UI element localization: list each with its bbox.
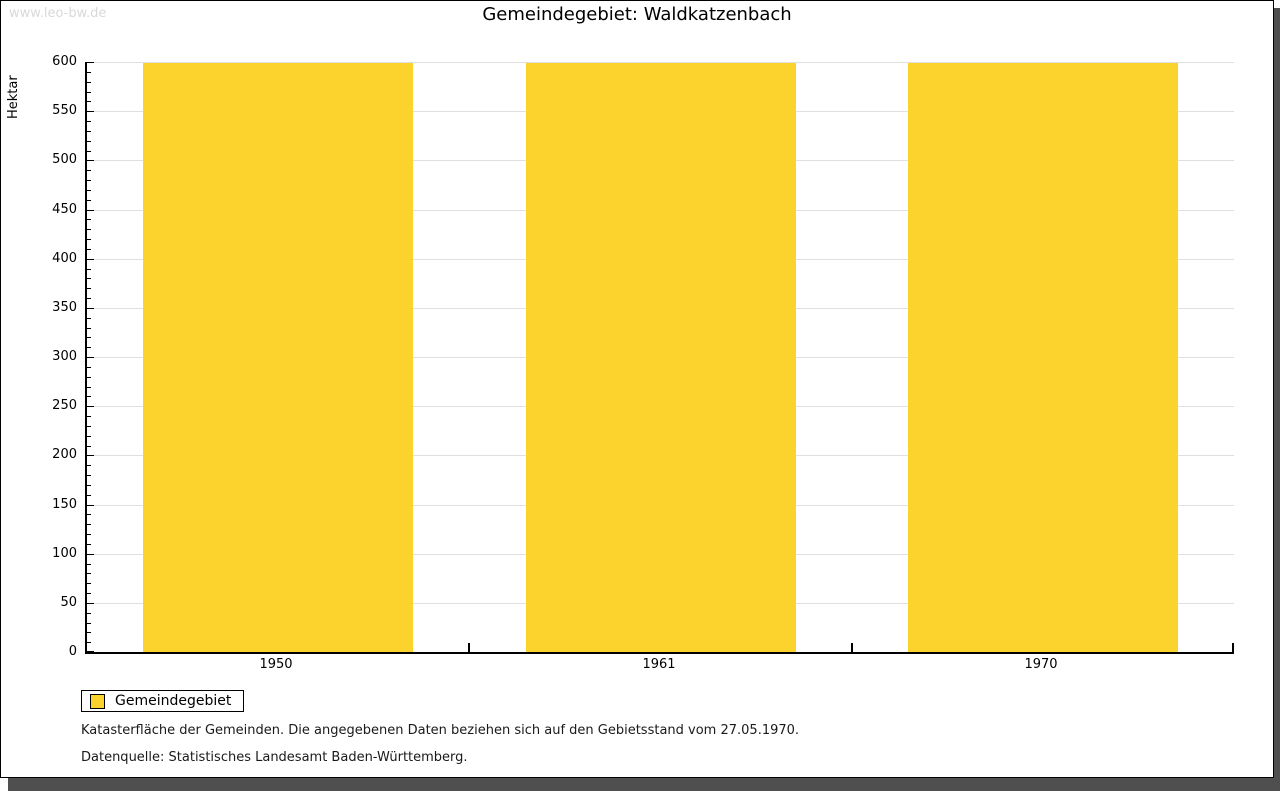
legend-label: Gemeindegebiet (115, 693, 232, 709)
y-axis-minor-tick (87, 130, 91, 132)
y-axis-minor-tick (87, 150, 91, 152)
y-axis-tick-label: 400 (52, 250, 77, 266)
y-axis-minor-tick (87, 337, 91, 339)
y-axis-minor-tick (87, 632, 91, 634)
y-axis-minor-tick (87, 140, 91, 142)
y-axis-major-tick (87, 62, 94, 63)
y-axis-minor-tick (87, 180, 91, 181)
y-axis-major-tick (87, 406, 94, 408)
y-axis-minor-tick (87, 524, 91, 526)
panel-shadow-bottom (8, 778, 1274, 791)
y-axis-tick-label: 600 (52, 54, 77, 69)
y-axis-minor-tick (87, 327, 91, 329)
y-axis-tick-label: 550 (52, 103, 77, 119)
y-axis-major-tick (87, 504, 94, 506)
y-axis-major-tick (87, 455, 94, 457)
y-axis-minor-tick (87, 81, 91, 83)
y-axis-minor-tick (87, 583, 91, 585)
y-axis-minor-tick (87, 317, 91, 319)
y-axis-minor-tick (87, 219, 91, 221)
y-axis-major-tick (87, 651, 94, 652)
gridline (87, 62, 1234, 63)
y-axis-minor-tick (87, 229, 91, 231)
y-axis-minor-tick (87, 612, 91, 614)
y-axis-minor-tick (87, 425, 91, 427)
y-axis-major-tick (87, 111, 94, 113)
y-axis-major-tick (87, 160, 94, 162)
y-axis-minor-tick (87, 543, 91, 545)
y-axis-minor-tick (87, 248, 91, 250)
chart-panel: www.leo-bw.de Gemeindegebiet: Waldkatzen… (0, 0, 1274, 778)
y-axis-tick-label: 150 (52, 496, 77, 512)
y-axis-minor-tick (87, 534, 91, 535)
y-axis-minor-tick (87, 376, 91, 378)
y-axis-minor-tick (87, 288, 91, 290)
y-axis-tick-label: 450 (52, 201, 77, 217)
y-axis-minor-tick (87, 622, 91, 624)
y-axis-minor-tick (87, 475, 91, 476)
y-axis-minor-tick (87, 170, 91, 172)
y-axis-minor-tick (87, 121, 91, 122)
y-axis-minor-tick (87, 514, 91, 516)
y-axis-minor-tick (87, 484, 91, 486)
x-axis-tick-label: 1961 (642, 657, 676, 672)
y-axis-tick-label: 250 (52, 398, 77, 414)
y-axis-minor-tick (87, 366, 91, 368)
y-axis-minor-tick (87, 642, 91, 644)
x-axis-tick-label: 1950 (259, 657, 293, 672)
bar (526, 63, 796, 652)
y-axis-minor-tick (87, 298, 91, 299)
x-axis-tick-label: 1970 (1024, 657, 1058, 672)
y-axis-major-tick (87, 307, 94, 309)
y-axis-minor-tick (87, 239, 91, 240)
y-axis-major-tick (87, 258, 94, 260)
bar (143, 63, 413, 652)
y-axis-minor-tick (87, 573, 91, 575)
y-axis-tick-label: 0 (68, 644, 77, 659)
y-axis-tick-label: 300 (52, 349, 77, 364)
chart-title: Gemeindegebiet: Waldkatzenbach (482, 4, 792, 25)
y-axis-minor-tick (87, 101, 91, 103)
legend-box: Gemeindegebiet (81, 690, 245, 712)
y-axis-tick-label: 50 (60, 594, 77, 610)
y-axis-minor-tick (87, 199, 91, 201)
y-axis-minor-tick (87, 71, 91, 73)
x-axis-tick (1232, 643, 1234, 652)
y-axis-minor-tick (87, 386, 91, 388)
y-axis-minor-tick (87, 445, 91, 447)
y-axis-minor-tick (87, 347, 91, 349)
y-axis-minor-tick (87, 396, 91, 398)
y-axis-minor-tick (87, 593, 91, 594)
y-axis-minor-tick (87, 435, 91, 437)
y-axis-major-tick (87, 209, 94, 211)
y-axis-tick-label: 500 (52, 152, 77, 168)
y-axis-minor-tick (87, 91, 91, 93)
bar (908, 63, 1178, 652)
plot-area (85, 62, 1234, 654)
y-axis-tick-label: 100 (52, 545, 77, 561)
y-axis-minor-tick (87, 268, 91, 270)
y-axis-minor-tick (87, 494, 91, 496)
panel-shadow-right (1274, 8, 1280, 791)
footnote-data-source: Datenquelle: Statistisches Landesamt Bad… (81, 750, 468, 765)
y-axis-major-tick (87, 357, 94, 358)
y-axis-minor-tick (87, 278, 91, 280)
y-axis-minor-tick (87, 189, 91, 191)
y-axis-major-tick (87, 553, 94, 555)
y-axis-minor-tick (87, 563, 91, 565)
legend-swatch-icon (90, 693, 105, 709)
y-axis-minor-tick (87, 416, 91, 417)
y-axis-minor-tick (87, 465, 91, 467)
x-axis-tick (851, 643, 853, 652)
watermark-text: www.leo-bw.de (9, 6, 107, 21)
x-axis-tick (468, 643, 470, 652)
y-axis-major-tick (87, 602, 94, 604)
y-axis-tick-label: 350 (52, 299, 77, 315)
footnote-source-note: Katasterfläche der Gemeinden. Die angege… (81, 723, 800, 738)
y-axis-title: Hektar (6, 75, 21, 119)
y-axis-tick-label: 200 (52, 447, 77, 463)
